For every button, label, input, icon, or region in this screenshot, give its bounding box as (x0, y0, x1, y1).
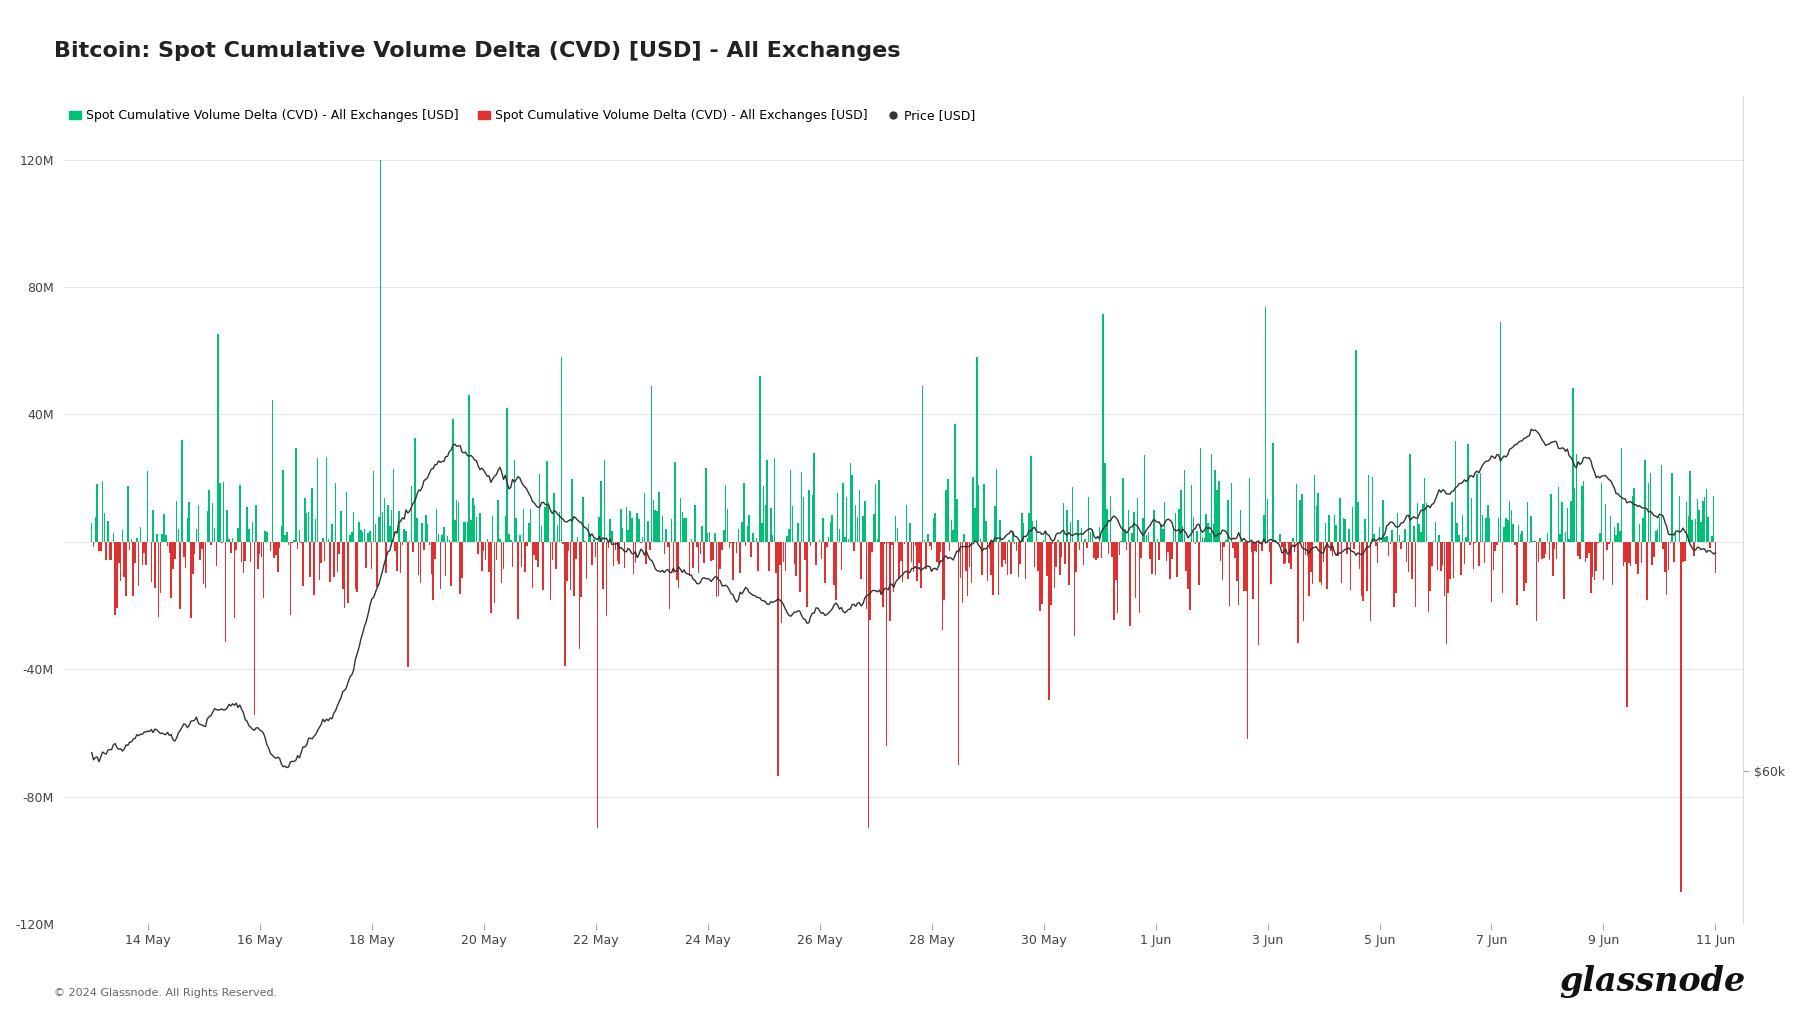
Legend: Spot Cumulative Volume Delta (CVD) - All Exchanges [USD], Spot Cumulative Volume: Spot Cumulative Volume Delta (CVD) - All… (63, 104, 981, 128)
Text: © 2024 Glassnode. All Rights Reserved.: © 2024 Glassnode. All Rights Reserved. (54, 988, 277, 998)
Text: glassnode: glassnode (1561, 964, 1746, 998)
Text: Bitcoin: Spot Cumulative Volume Delta (CVD) [USD] - All Exchanges: Bitcoin: Spot Cumulative Volume Delta (C… (54, 41, 900, 61)
